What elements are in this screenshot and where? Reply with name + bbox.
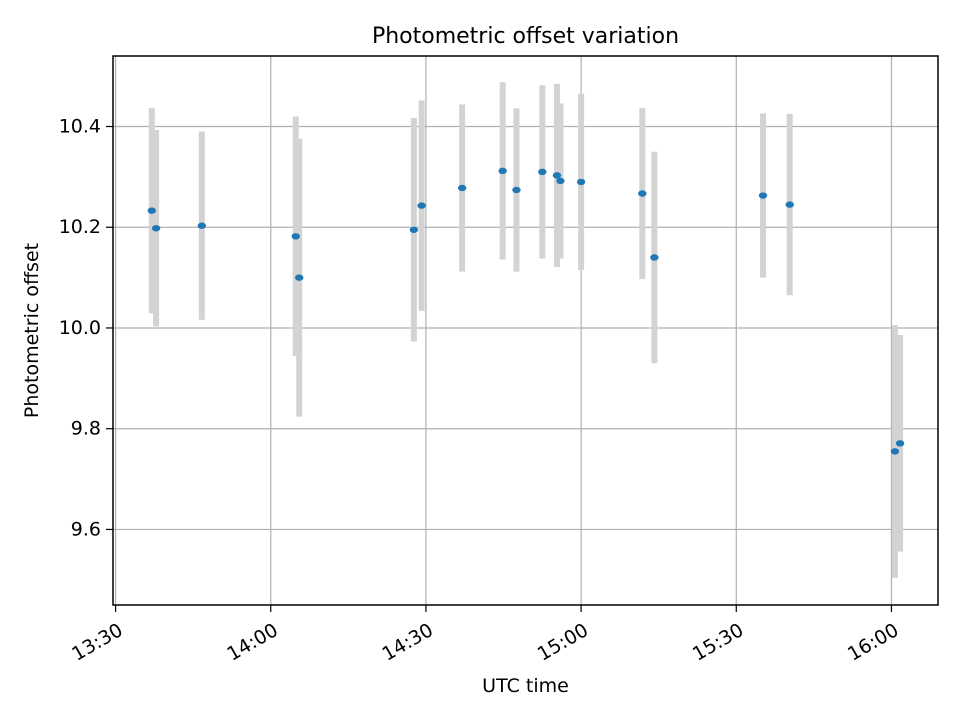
x-tick-label: 15:00 [534, 619, 592, 665]
data-point [291, 233, 300, 240]
x-tick-label: 14:30 [379, 619, 437, 665]
y-tick-label: 9.8 [71, 418, 101, 440]
x-axis-label: UTC time [482, 675, 569, 697]
error-bars [148, 82, 904, 578]
data-point [650, 254, 659, 261]
data-point [538, 168, 547, 176]
data-point [552, 172, 562, 179]
chart-title: Photometric offset variation [372, 24, 679, 49]
data-point [197, 222, 206, 229]
data-point [785, 201, 794, 208]
y-tick-label: 10.2 [59, 216, 101, 238]
data-point [151, 225, 161, 232]
x-tick-label: 13:30 [68, 619, 126, 665]
data-point [147, 207, 156, 214]
data-point [576, 178, 586, 186]
data-point [890, 448, 900, 455]
data-point [498, 167, 507, 175]
y-tick-label: 9.6 [71, 518, 101, 540]
data-point [758, 192, 768, 199]
data-point [409, 226, 419, 233]
data-point [295, 274, 304, 281]
plot-frame [112, 55, 939, 606]
y-tick-label: 10.4 [59, 116, 101, 138]
x-tick-label: 15:30 [689, 619, 747, 665]
x-tick-label: 14:00 [223, 619, 281, 665]
data-point [556, 177, 565, 185]
data-point [638, 190, 647, 197]
y-tick-label: 10.0 [59, 317, 101, 339]
data-point [417, 202, 426, 209]
y-axis-label: Photometric offset [21, 243, 43, 418]
data-point [895, 440, 905, 447]
x-tick-label: 16:00 [844, 619, 902, 665]
data-points [147, 167, 905, 455]
axis-ticks: 13:30 14:00 14:30 15:00 15:30 16:00 9.6 9.8 10.0… [59, 116, 903, 666]
data-point [512, 186, 521, 194]
grid [113, 56, 938, 605]
data-point [457, 184, 467, 192]
